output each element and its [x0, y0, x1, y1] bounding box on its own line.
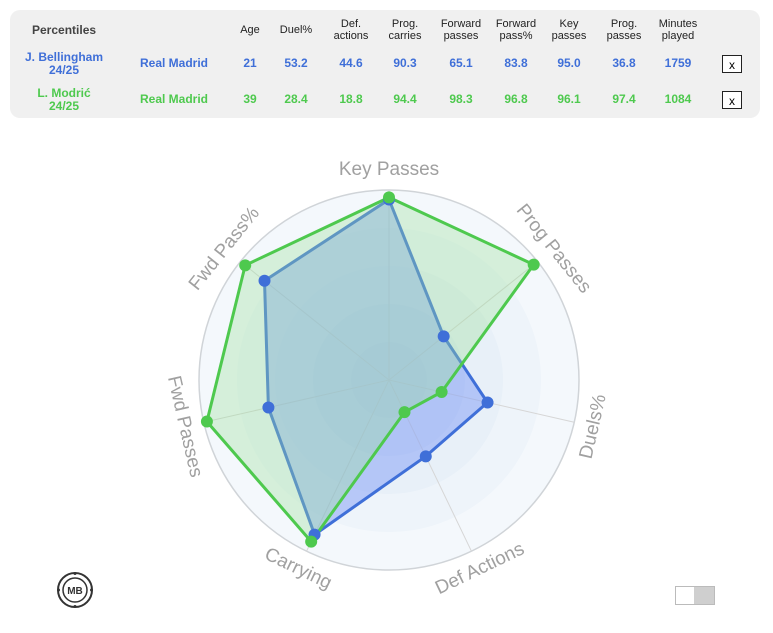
theme-toggle[interactable] — [675, 586, 715, 605]
stat-value: 96.8 — [504, 92, 528, 106]
data-point — [239, 259, 252, 272]
data-point — [527, 258, 540, 271]
series-area — [263, 198, 489, 537]
column-header: Minutes played — [658, 18, 698, 42]
data-point — [258, 274, 271, 287]
column-header: Prog. passes — [606, 18, 642, 42]
series-area — [205, 195, 536, 544]
column-header: Key passes — [551, 18, 587, 42]
percentile-table: Percentiles Age Duel% Def. actions Prog. ca… — [10, 10, 760, 118]
player-season: 24/25 — [48, 63, 80, 77]
stat-value: 21 — [243, 56, 257, 70]
stat-value: 44.6 — [339, 56, 363, 70]
stat-value: 96.1 — [557, 92, 581, 106]
data-point — [383, 191, 395, 204]
column-header: Forward passes — [440, 18, 482, 42]
remove-player-button[interactable]: x — [722, 91, 742, 109]
data-point — [437, 330, 450, 343]
data-point — [305, 535, 318, 548]
data-point — [200, 415, 213, 428]
data-point — [481, 396, 494, 409]
data-point — [262, 401, 275, 414]
stat-value: 95.0 — [557, 56, 581, 70]
data-point — [435, 386, 448, 399]
stat-value: 98.3 — [449, 92, 473, 106]
stat-value: 1084 — [664, 92, 692, 106]
table-title: Percentiles — [32, 23, 97, 37]
column-header: Def. actions — [333, 18, 369, 42]
column-header: Duel% — [279, 24, 313, 36]
stat-value: 36.8 — [612, 56, 636, 70]
stat-value: 18.8 — [339, 92, 363, 106]
axis-label: Duels% — [576, 392, 611, 461]
stat-value: 94.4 — [393, 92, 417, 106]
stat-value: 28.4 — [284, 92, 308, 106]
stat-value: 83.8 — [504, 56, 528, 70]
logo-text: MB — [67, 586, 83, 597]
data-point — [419, 450, 432, 463]
player-name-text: L. Modrić — [37, 86, 91, 100]
column-header: Forward pass% — [495, 18, 537, 42]
data-point — [398, 406, 411, 419]
column-header: Age — [240, 24, 260, 36]
stat-value: 65.1 — [449, 56, 473, 70]
player-season: 24/25 — [48, 99, 80, 113]
remove-player-button[interactable]: x — [722, 55, 742, 73]
player-name-text: J. Bellingham — [24, 50, 104, 64]
toggle-knob — [694, 587, 714, 604]
club-name: Real Madrid — [139, 56, 209, 70]
axis-label: Key Passes — [339, 159, 439, 180]
club-name: Real Madrid — [139, 92, 209, 106]
stat-value: 1759 — [664, 56, 692, 70]
player-name: J. Bellingham 24/25 — [25, 51, 103, 77]
stat-value: 53.2 — [284, 56, 308, 70]
column-header: Prog. carries — [388, 18, 422, 42]
stat-value: 39 — [243, 92, 257, 106]
stat-value: 97.4 — [612, 92, 636, 106]
player-name: L. Modrić 24/25 — [37, 87, 90, 113]
mb-logo: MB — [57, 572, 93, 608]
stat-value: 90.3 — [393, 56, 417, 70]
